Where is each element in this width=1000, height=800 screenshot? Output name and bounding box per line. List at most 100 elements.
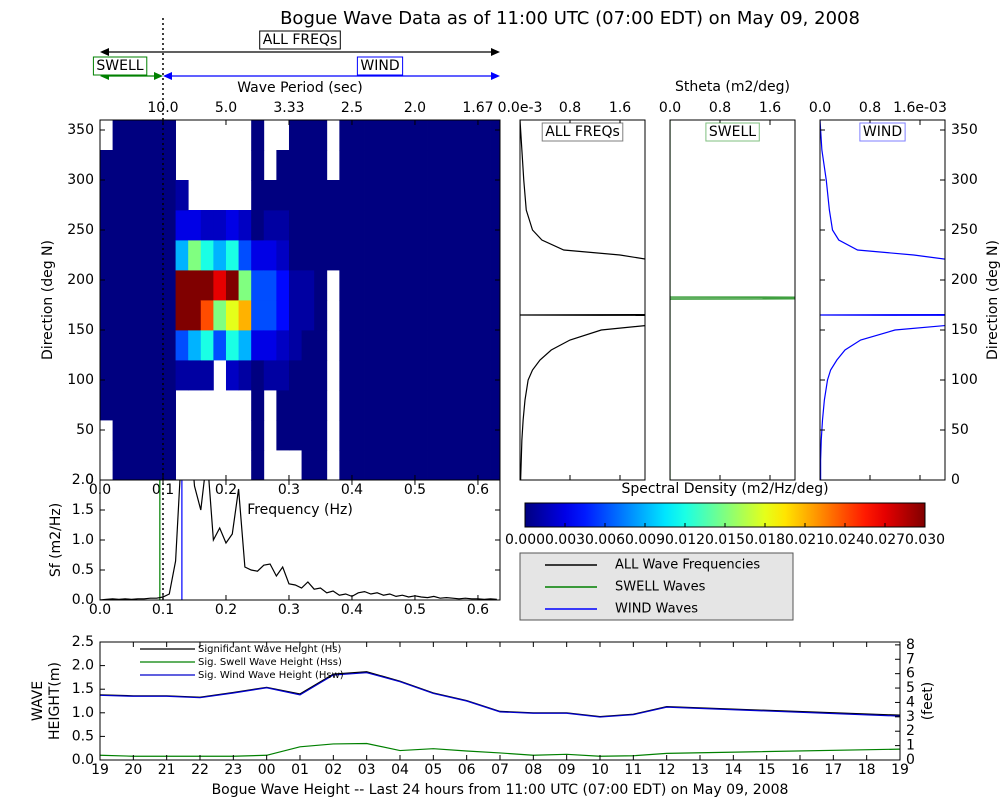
heatmap-cell [175, 330, 189, 361]
heatmap-cell [364, 300, 378, 331]
heatmap-cell [112, 120, 126, 151]
heatmap-cell [440, 270, 454, 301]
heatmap-cell [465, 150, 479, 181]
annotation-label: SWELL [96, 58, 143, 74]
heatmap-cell [490, 150, 500, 181]
y-tick-label: 1 [906, 738, 915, 754]
heatmap-cell [162, 450, 176, 480]
panel-label: SWELL [709, 124, 756, 140]
y-tick-label: 1.0 [72, 532, 94, 548]
heatmap-cell [301, 330, 315, 361]
heatmap-cell [490, 180, 500, 211]
heatmap-cell [427, 450, 441, 480]
x-tick-label: 02 [324, 762, 342, 778]
heatmap-cell [288, 150, 302, 181]
heatmap-cell [100, 360, 113, 391]
heatmap-cell [137, 210, 151, 241]
colorbar-tick-label: 0.012 [665, 532, 705, 548]
heatmap-cell [125, 240, 139, 271]
heatmap-cell [162, 240, 176, 271]
heatmap-cell [440, 360, 454, 391]
heatmap-cell [490, 420, 500, 451]
heatmap-cell [112, 210, 126, 241]
heatmap-cell [377, 300, 391, 331]
heatmap-cell [465, 390, 479, 421]
y-tick-label: 50 [951, 422, 969, 438]
annotation-label: ALL FREQs [263, 32, 338, 48]
y-tick-label: 100 [67, 372, 94, 388]
heatmap-cell [452, 360, 466, 391]
heatmap-cell [137, 360, 151, 391]
heatmap-cell [150, 120, 164, 151]
y-axis-label: HEIGHT(m) [47, 662, 63, 740]
colorbar-tick-label: 0.009 [625, 532, 665, 548]
heatmap-cell [112, 180, 126, 211]
heatmap-cell [490, 330, 500, 361]
legend-label: Significant Wave Height (Hs) [198, 644, 341, 655]
heatmap-cell [339, 420, 353, 451]
heatmap-cell [364, 210, 378, 241]
arrow-head [153, 72, 163, 80]
heatmap-cell [175, 360, 189, 391]
heatmap-cell [427, 360, 441, 391]
heatmap-cell [402, 240, 416, 271]
heatmap-cell [100, 240, 113, 271]
axes-frame [819, 119, 946, 481]
heatmap-cell [402, 330, 416, 361]
heatmap-cell [162, 210, 176, 241]
heatmap-cell [389, 180, 403, 211]
heatmap-cell [427, 210, 441, 241]
heatmap-cell [276, 210, 290, 241]
x-tick-label: 0.5 [404, 482, 426, 498]
heatmap-cell [251, 330, 265, 361]
heatmap-cell [490, 270, 500, 301]
legend-label: SWELL Waves [615, 580, 706, 595]
heatmap-cell [339, 240, 353, 271]
heatmap-cell [100, 390, 113, 421]
heatmap-cell [364, 330, 378, 361]
heatmap-cell [301, 180, 315, 211]
heatmap-cell [377, 120, 391, 151]
heatmap-cell [238, 300, 252, 331]
heatmap-cell [137, 150, 151, 181]
x-tick-label: 21 [158, 762, 176, 778]
heatmap-cell [477, 270, 491, 301]
x-tick-label: 0.4 [341, 482, 363, 498]
heatmap-cell [125, 390, 139, 421]
heatmap-cell [301, 150, 315, 181]
heatmap-cell [162, 150, 176, 181]
y-tick-label: 2.0 [72, 472, 94, 488]
heatmap-cell [263, 210, 277, 241]
x-tick-label: 0.0e-3 [498, 100, 543, 116]
heatmap-cell [314, 210, 328, 241]
heatmap-cell [440, 180, 454, 211]
heatmap-cell [402, 210, 416, 241]
colorbar-tick-label: 0.018 [745, 532, 785, 548]
heatmap-cell [440, 390, 454, 421]
y-tick-label: 150 [951, 322, 978, 338]
heatmap-cell [137, 330, 151, 361]
heatmap-cell [175, 180, 189, 211]
heatmap-cell [200, 360, 214, 391]
colorbar-tick-label: 0.006 [585, 532, 625, 548]
heatmap-cell [125, 330, 139, 361]
heatmap-cell [389, 210, 403, 241]
heatmap-cell [112, 450, 126, 480]
heatmap-cell [225, 240, 239, 271]
heatmap-cell [477, 390, 491, 421]
heatmap-cell [238, 210, 252, 241]
label-box [356, 56, 404, 76]
heatmap-cell [288, 300, 302, 331]
heatmap-cell [251, 360, 265, 391]
heatmap-cell [251, 390, 265, 421]
heatmap-cell [377, 390, 391, 421]
panel-label: ALL FREQs [545, 124, 620, 140]
y-tick-label: 0 [906, 752, 915, 768]
heatmap-cell [288, 240, 302, 271]
heatmap-cell [364, 270, 378, 301]
x-tick-label: 23 [224, 762, 242, 778]
y-tick-label: 2.0 [72, 658, 94, 674]
heatmap-cell [314, 120, 328, 151]
chart-title: Bogue Wave Data as of 11:00 UTC (07:00 E… [280, 8, 860, 29]
